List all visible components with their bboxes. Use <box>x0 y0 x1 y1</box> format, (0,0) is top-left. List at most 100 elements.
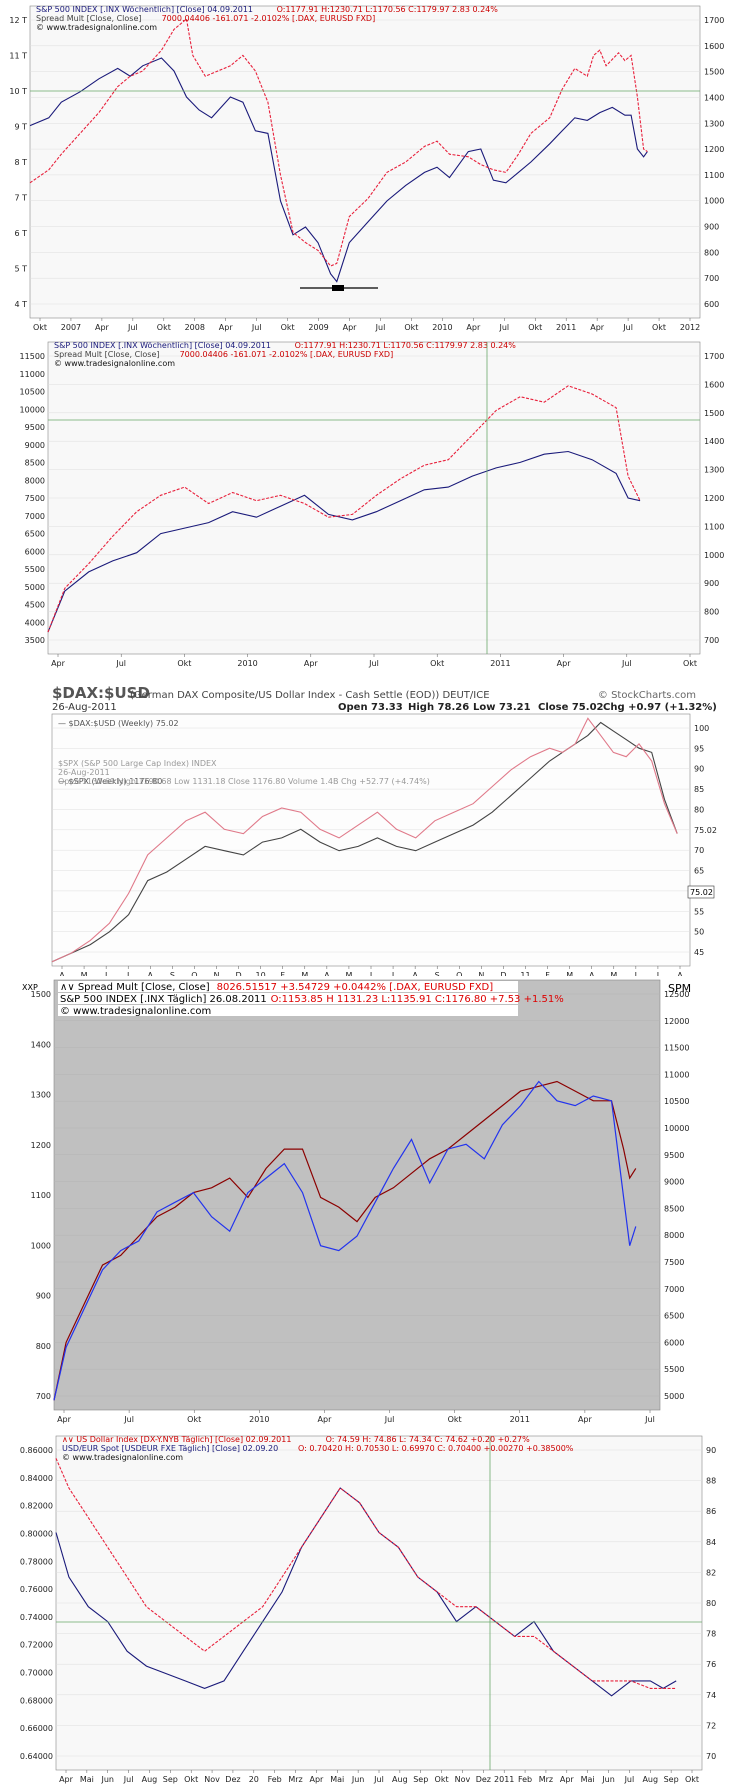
y-tick-label-right: 90 <box>694 765 704 774</box>
x-tick-label: O <box>191 971 197 976</box>
y-tick-label-left: 0.70000 <box>20 1669 53 1678</box>
x-tick-label: J <box>656 971 659 976</box>
legend-values: 7000.04406 -161.071 -2.0102% [.DAX, EURU… <box>162 14 376 23</box>
x-tick-label: Jul <box>384 1415 395 1424</box>
series-line <box>29 57 648 283</box>
y-tick-label-right: 600 <box>704 300 719 309</box>
y-tick-label-right: 1000 <box>704 551 724 560</box>
y-tick-label-right: 5500 <box>664 1365 684 1374</box>
x-tick-label: Okt <box>157 323 171 332</box>
chart-5-svg: 90 88 86 84 82 80 78 76 74 72 70 0.86000 0.84000 0.82… <box>20 1435 716 1784</box>
y-tick-label-right: 1000 <box>704 197 724 206</box>
y-tick-label-right: 1300 <box>704 466 724 475</box>
x-tick-label: M <box>81 971 88 976</box>
y-tick-label-right: 75.02 <box>694 826 717 835</box>
x-tick-label: N <box>478 971 484 976</box>
series-line <box>47 385 641 633</box>
x-tick-label: Jul <box>498 323 509 332</box>
y-tick-label-left: 0.74000 <box>20 1613 53 1622</box>
overlay-text: $SPX (S&P 500 Large Cap Index) INDEX <box>58 759 217 768</box>
y-tick-label-right: 100 <box>694 724 709 733</box>
y-tick-label-right: 82 <box>706 1568 716 1577</box>
x-tick-label: Mai <box>330 1775 344 1784</box>
x-tick-label: A <box>59 971 65 976</box>
y-tick-label-left: 7 T <box>14 194 27 203</box>
x-tick-label: Okt <box>184 1775 198 1784</box>
series-line <box>53 1080 637 1401</box>
y-tick-label-right: 800 <box>704 608 719 617</box>
series-line <box>29 17 648 267</box>
x-tick-label: Apr <box>560 1775 575 1784</box>
y-tick-label-right: 1600 <box>704 380 724 389</box>
series-line <box>51 717 678 963</box>
y-tick-label-left: 0.68000 <box>20 1696 53 1705</box>
legend-entry: S&P 500 INDEX [.INX Täglich] 26.08.2011 <box>60 994 267 1005</box>
y-tick-label-right: 84 <box>706 1538 716 1547</box>
x-tick-label: Sep <box>664 1775 679 1784</box>
legend-secondary: — $SPX (Weekly) 1176.80 <box>58 777 162 786</box>
x-tick-label: Jul <box>622 323 633 332</box>
x-tick-label: 10 <box>256 971 266 976</box>
x-tick-label: Okt <box>448 1415 462 1424</box>
y-tick-label-right: 900 <box>704 223 719 232</box>
corner-left-label: XXP <box>22 983 38 992</box>
y-tick-label-left: 1300 <box>31 1091 51 1100</box>
legend-entry: USD/EUR Spot [USDEUR FXE Täglich] [Close… <box>62 1444 278 1453</box>
y-tick-label-left: 8000 <box>25 476 45 485</box>
x-tick-label: O <box>456 971 462 976</box>
y-tick-label-right: 10000 <box>664 1124 689 1133</box>
x-tick-label: S <box>170 971 175 976</box>
overlay-text: 26-Aug-2011 <box>58 768 110 777</box>
legend-entry: Spread Mult [Close, Close] <box>36 14 142 23</box>
y-tick-label-left: 4500 <box>25 601 45 610</box>
y-tick-label-right: 7500 <box>664 1258 684 1267</box>
series-line <box>51 721 678 963</box>
x-tick-label: Jul <box>644 1415 655 1424</box>
legend-primary: — $DAX:$USD (Weekly) 75.02 <box>58 719 179 728</box>
series-line <box>53 1080 637 1401</box>
y-tick-label-right: 8500 <box>664 1204 684 1213</box>
x-tick-label: Okt <box>33 323 47 332</box>
x-tick-label: Jul <box>115 659 126 668</box>
x-tick-label: Jul <box>123 1415 134 1424</box>
legend-bg <box>58 993 518 1004</box>
y-tick-label-right: 7000 <box>664 1285 684 1294</box>
x-tick-label: Dez <box>225 1775 240 1784</box>
x-tick-label: Jul <box>375 323 386 332</box>
y-tick-label-left: 12 T <box>9 16 27 25</box>
x-tick-label: 2008 <box>185 323 205 332</box>
legend-entry: ∧∨ US Dollar Index [DX-Y.NYB Täglich] [C… <box>62 1435 291 1444</box>
x-tick-label: Apr <box>57 1415 72 1424</box>
y-tick-label-left: 11500 <box>20 352 45 361</box>
y-tick-label-right: 1200 <box>704 145 724 154</box>
x-tick-label: S <box>435 971 440 976</box>
y-tick-label-left: 700 <box>36 1392 51 1401</box>
x-tick-label: M <box>301 971 308 976</box>
y-tick-label-right: 6000 <box>664 1338 684 1347</box>
y-tick-label-left: 6000 <box>25 547 45 556</box>
x-tick-label: 11 <box>520 971 530 976</box>
legend-entry: S&P 500 INDEX [.INX Wöchentlich] [Close]… <box>54 341 271 350</box>
x-tick-label: D <box>500 971 506 976</box>
x-tick-label: Okt <box>430 659 444 668</box>
legend-values: O:1177.91 H:1230.71 L:1170.56 C:1179.97 … <box>295 341 517 350</box>
y-tick-label-right: 90 <box>706 1446 716 1455</box>
y-tick-label-left: 8500 <box>25 459 45 468</box>
y-tick-label-left: 7500 <box>25 494 45 503</box>
y-tick-label-right: 8000 <box>664 1231 684 1240</box>
chart-2-svg: 1700 1600 1500 1400 1300 1200 1100 1000 900 800 70… <box>20 341 725 668</box>
series-line <box>55 1458 677 1689</box>
y-tick-label-right: 11500 <box>664 1044 689 1053</box>
ohlc-value: High 78.26 <box>408 702 469 713</box>
legend-entry: S&P 500 INDEX [.INX Wöchentlich] [Close]… <box>36 5 253 14</box>
y-tick-label-right: 50 <box>694 928 704 937</box>
chart-title: $DAX:$USD <box>52 684 150 702</box>
x-tick-label: 2011 <box>494 1775 514 1784</box>
x-tick-label: Mrz <box>288 1775 302 1784</box>
x-tick-label: 2011 <box>510 1415 530 1424</box>
legend-values: 8026.51517 +3.54729 +0.0442% [.DAX, EURU… <box>217 982 494 993</box>
x-tick-label: 2007 <box>61 323 81 332</box>
x-tick-label: 2011 <box>556 323 576 332</box>
y-tick-label-left: 9000 <box>25 441 45 450</box>
y-tick-label-right: 45 <box>694 948 704 957</box>
